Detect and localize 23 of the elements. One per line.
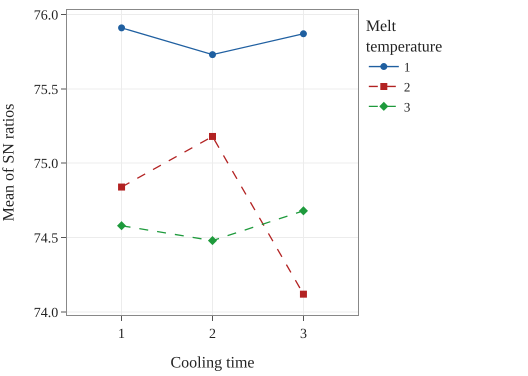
point	[208, 236, 218, 246]
legend-label: 3	[404, 99, 410, 114]
y-tick-label: 74.0	[34, 306, 58, 321]
legend-title: Melt temperature	[366, 18, 442, 56]
legend-label: 1	[404, 60, 410, 75]
y-tick-label: 74.5	[34, 232, 58, 247]
y-tick-label: 75.0	[34, 157, 58, 172]
point	[209, 132, 216, 140]
y-tick-label: 76.0	[34, 8, 58, 24]
y-axis-title: Mean of SN ratios	[0, 104, 18, 222]
point	[118, 24, 126, 32]
point	[209, 51, 216, 58]
x-tick-label: 2	[209, 326, 216, 342]
point	[117, 221, 126, 230]
x-axis-title: Cooling time	[170, 354, 254, 372]
point	[300, 290, 307, 298]
point	[118, 184, 126, 191]
point	[300, 30, 307, 38]
x-tick-label: 1	[118, 326, 126, 342]
point	[298, 206, 308, 216]
y-tick-label: 75.5	[34, 82, 58, 98]
x-tick-label: 3	[300, 326, 307, 342]
legend-label: 2	[404, 80, 410, 95]
